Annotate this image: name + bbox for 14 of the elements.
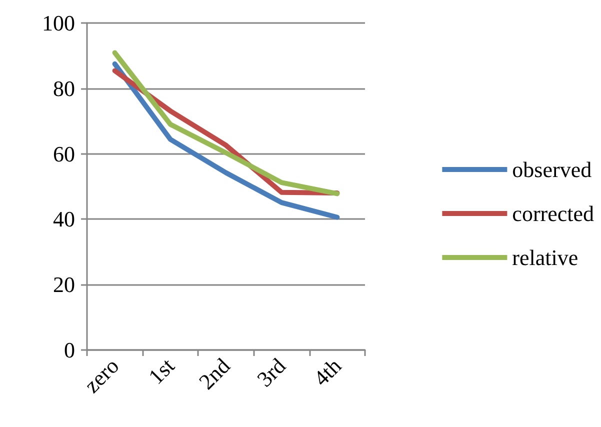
y-tick-label: 80 <box>53 76 75 101</box>
y-tick-label: 0 <box>64 338 75 362</box>
x-tick-label: 2nd <box>194 353 235 394</box>
y-tick-label: 20 <box>53 272 75 298</box>
y-tick-label: 40 <box>53 206 75 232</box>
x-tick-label: 3rd <box>252 353 290 392</box>
y-tick-label: 60 <box>53 141 75 166</box>
legend-label: corrected <box>512 201 594 226</box>
x-tick-label: 4th <box>308 353 346 391</box>
x-tick-label: zero <box>79 353 124 398</box>
x-tick-label: 1st <box>143 353 180 389</box>
legend-label: relative <box>512 245 578 270</box>
legend-label: observed <box>512 157 592 182</box>
y-tick-label: 100 <box>42 10 75 36</box>
